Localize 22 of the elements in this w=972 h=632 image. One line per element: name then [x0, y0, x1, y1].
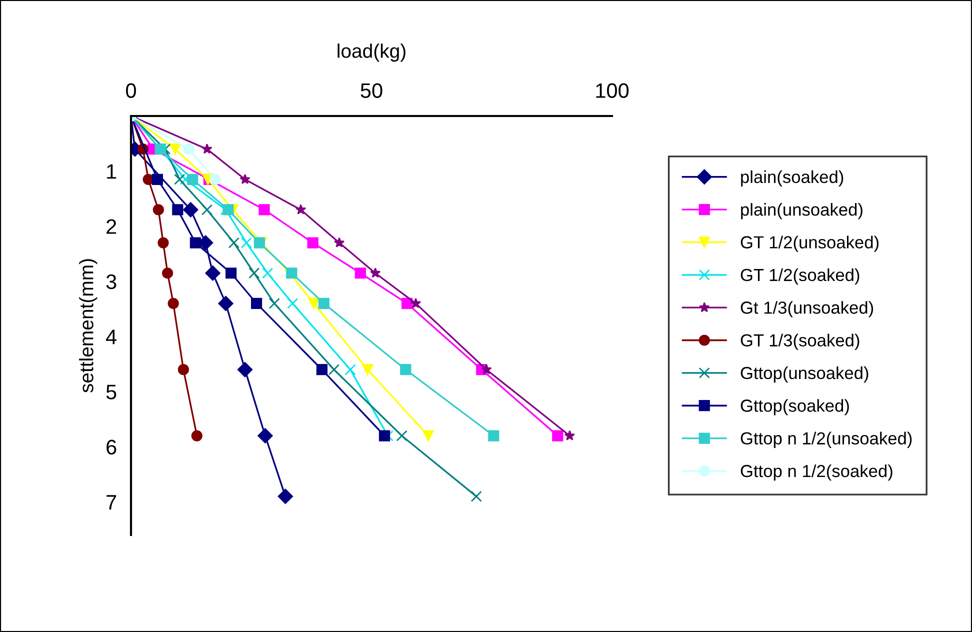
- legend-label: plain(soaked): [741, 170, 844, 187]
- x-axis-title: load(kg): [338, 44, 406, 62]
- y-axis-title: settlement(mm): [79, 259, 98, 392]
- y-tick-label: 6: [106, 440, 116, 455]
- legend-label: Gttop(soaked): [740, 399, 849, 416]
- x-tick-label: 0: [126, 83, 136, 98]
- legend-label: GT 1/2(unsoaked): [740, 236, 879, 252]
- legend-label: GT 1/2(soaked): [740, 268, 860, 285]
- x-tick-label: 50: [360, 83, 382, 98]
- y-tick-label: 1: [107, 164, 116, 179]
- y-tick-label: 2: [106, 219, 116, 234]
- y-tick-label: 5: [106, 384, 116, 400]
- legend-label: Gttop(unsoaked): [740, 366, 868, 383]
- legend-label: GT 1/3(soaked): [740, 334, 860, 350]
- legend-label: Gt 1/3(unsoaked): [740, 301, 874, 318]
- x-tick-label: 100: [596, 83, 629, 98]
- legend-label: Gttop n 1/2(unsoaked): [740, 432, 912, 448]
- legend-label: plain(unsoaked): [741, 203, 862, 220]
- y-tick-label: 7: [106, 495, 116, 510]
- y-tick-label: 3: [106, 274, 116, 290]
- y-tick-label: 4: [106, 330, 116, 344]
- legend-label: Gttop n 1/2(soaked): [740, 464, 892, 481]
